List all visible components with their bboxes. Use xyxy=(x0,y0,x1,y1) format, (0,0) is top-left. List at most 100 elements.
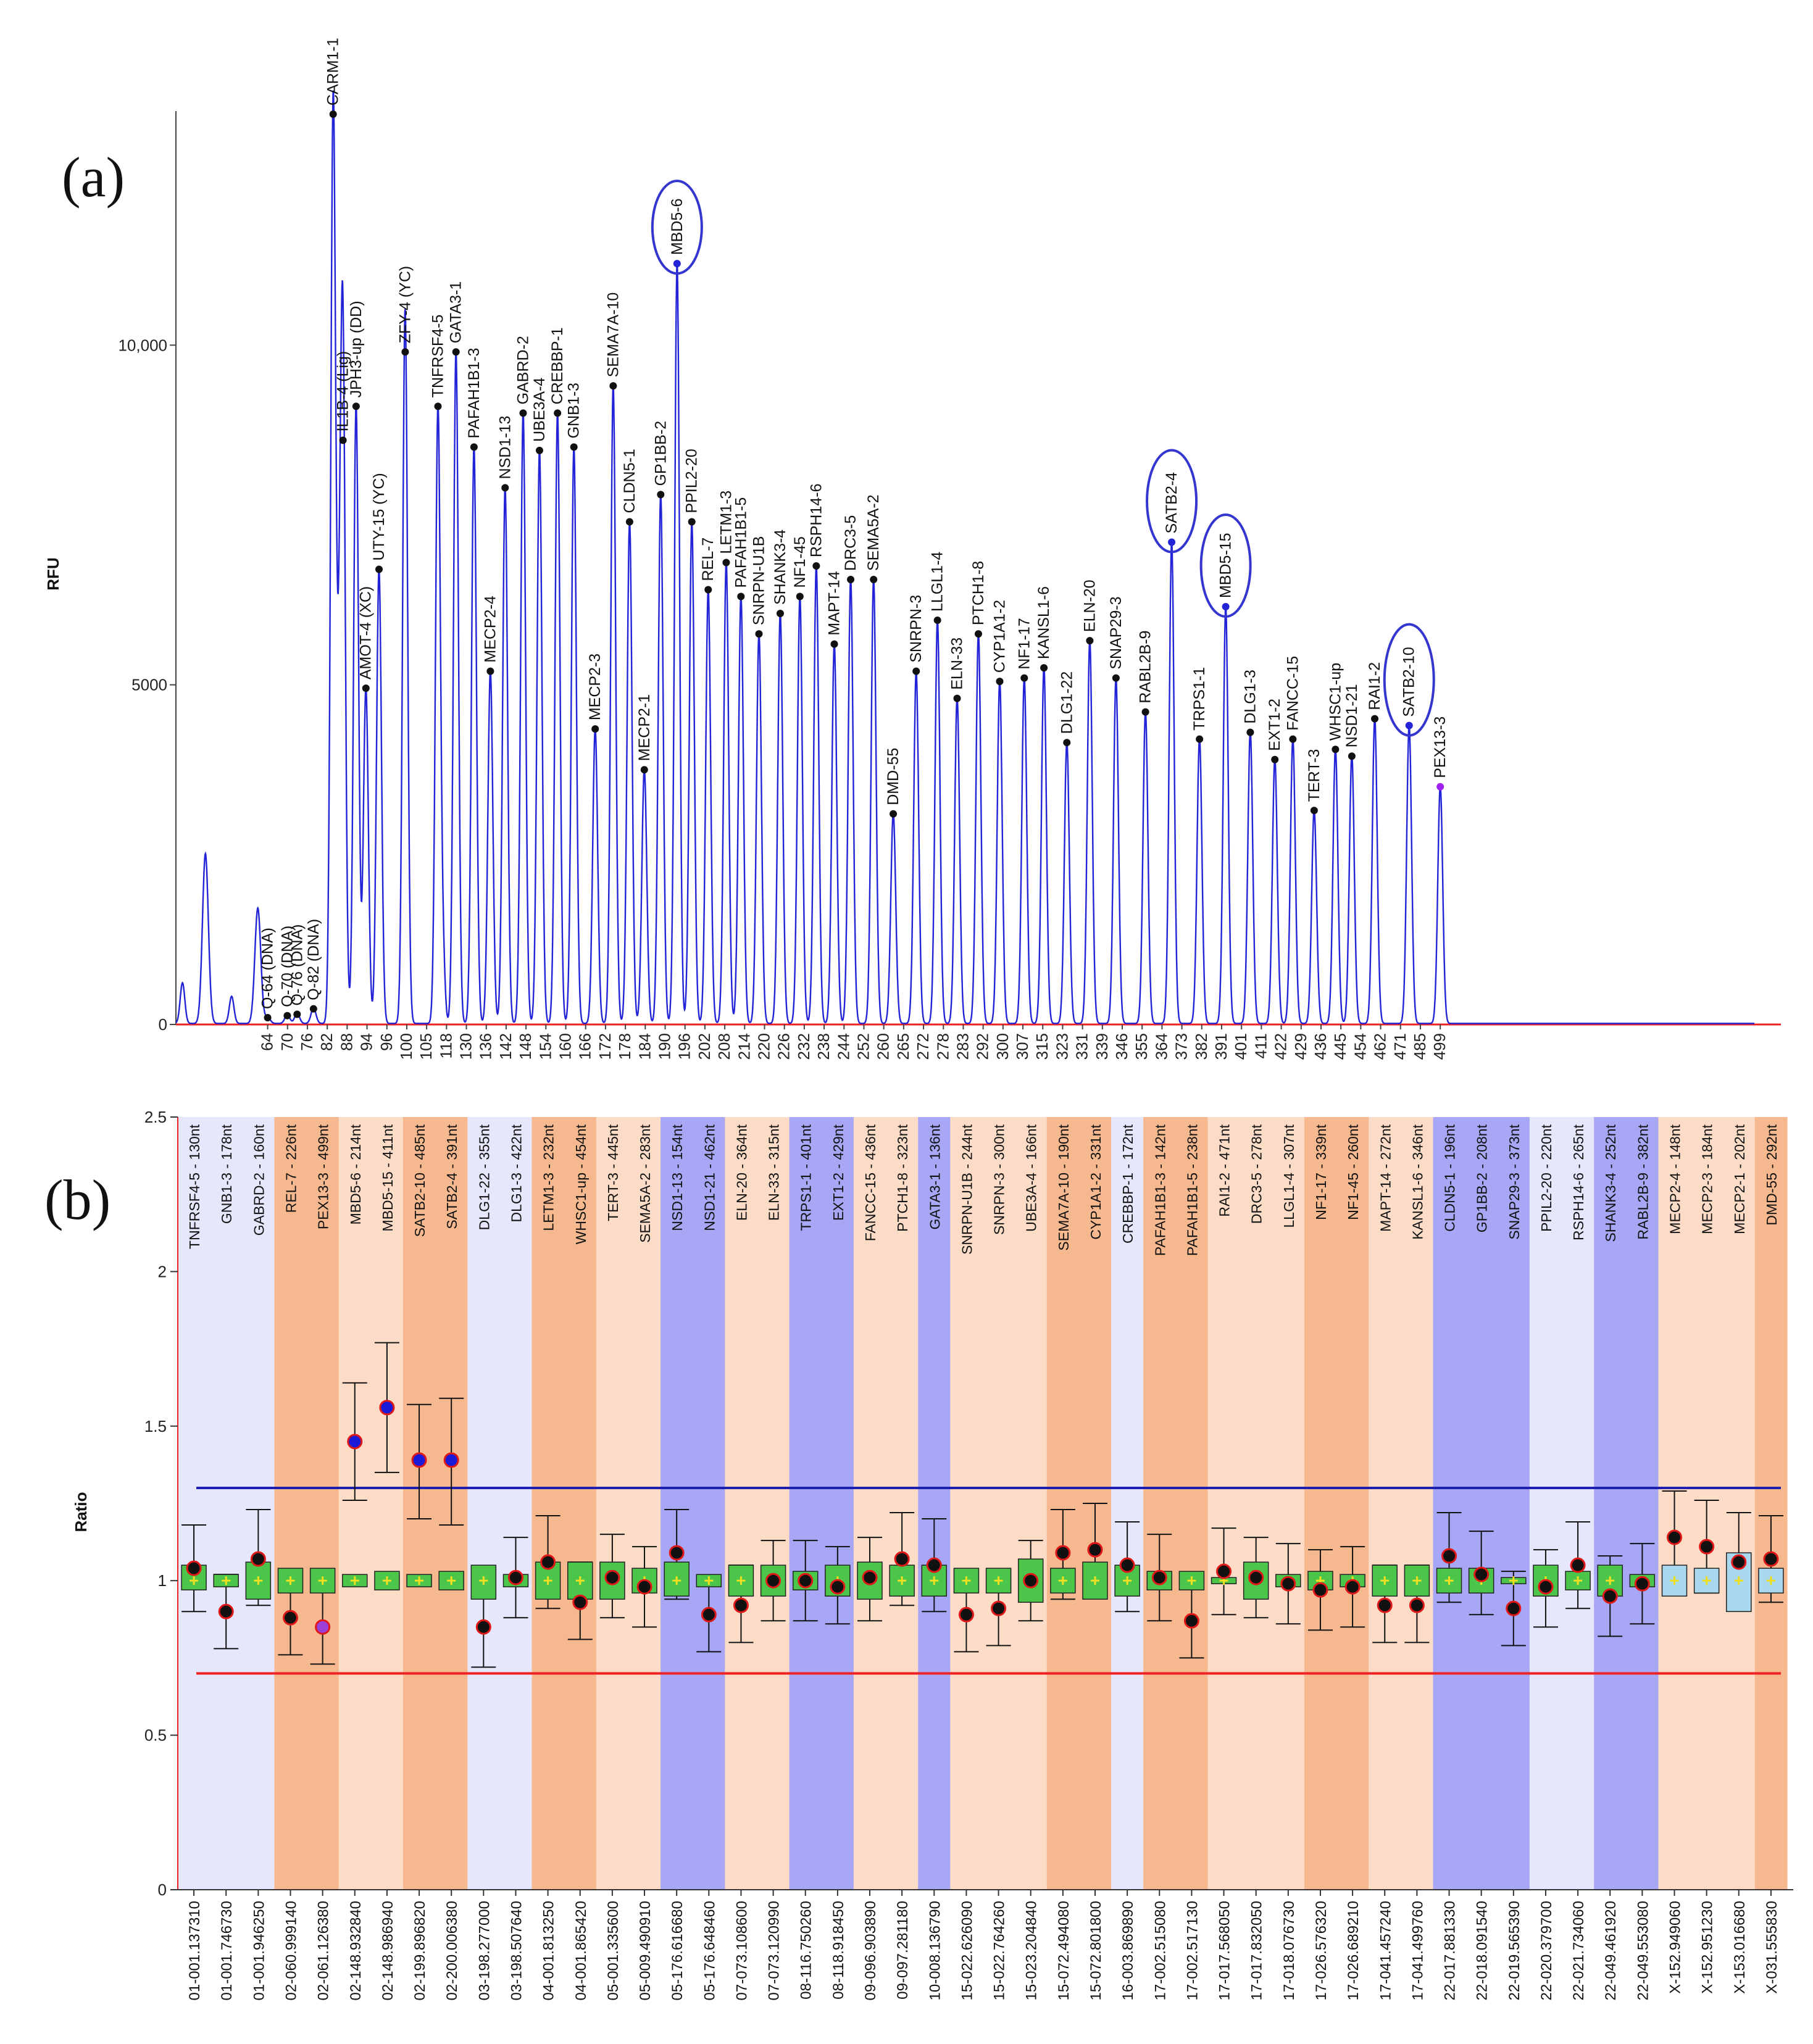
peak-label: GNB1-3 xyxy=(565,383,583,438)
x-tick-label: 17-026.689210 xyxy=(1345,1901,1362,2000)
probe-band xyxy=(757,1117,790,1890)
ratio-dot xyxy=(1216,1563,1232,1579)
x-tick-label: 202 xyxy=(695,1033,714,1060)
peak-label: EXT1-2 xyxy=(1266,699,1283,751)
probe-label: DRC3-5 - 278nt xyxy=(1249,1124,1265,1224)
probe-band xyxy=(1336,1117,1369,1890)
ratio-dot xyxy=(1119,1557,1135,1573)
probe-band xyxy=(661,1117,693,1890)
peak-label: CREBBP-1 xyxy=(549,327,566,404)
peak-marker xyxy=(375,565,383,573)
peak-marker xyxy=(309,1005,317,1013)
x-tick-label: 499 xyxy=(1430,1033,1449,1060)
ratio-dot xyxy=(1183,1613,1199,1629)
probe-band xyxy=(1175,1117,1209,1890)
peak-marker xyxy=(1086,637,1094,645)
probe-label: LLGL1-4 - 307nt xyxy=(1281,1124,1297,1228)
probe-label: RSPH14-6 - 265nt xyxy=(1570,1124,1586,1240)
probe-band xyxy=(1272,1117,1305,1890)
x-tick-label: 196 xyxy=(675,1033,694,1060)
peak-marker xyxy=(1348,752,1356,760)
panel-b-ratio-chart: 0 0.5 1 1.5 2 2.5 Ratio TNFRSF4-5 - 130nt 01-001… xyxy=(72,1108,1793,2000)
x-tick-label: 04-001.865420 xyxy=(573,1901,590,2000)
ratio-box xyxy=(309,1568,336,1593)
probe-label: LETM1-3 - 232nt xyxy=(541,1124,557,1231)
x-tick-label: 22-017.881330 xyxy=(1442,1901,1459,2000)
highlight-ellipse xyxy=(1146,449,1198,554)
peak-marker xyxy=(470,443,478,451)
peak-label: MECP2-4 xyxy=(481,596,499,662)
x-tick-label: 391 xyxy=(1212,1033,1230,1060)
probe-band xyxy=(564,1117,597,1890)
x-tick-label: X-031.555830 xyxy=(1764,1901,1780,1994)
peak-marker xyxy=(535,446,543,454)
x-tick-label: 331 xyxy=(1073,1033,1091,1060)
y-tick-label: 0 xyxy=(158,1880,167,1899)
probe-label: FANCC-15 - 436nt xyxy=(862,1124,878,1241)
probe-band xyxy=(725,1117,758,1890)
peak-marker xyxy=(329,110,337,118)
probe-band xyxy=(789,1117,822,1890)
x-tick-label: 160 xyxy=(556,1033,575,1060)
peak-label: PPIL2-20 xyxy=(683,449,701,513)
x-tick-label: 07-073.108600 xyxy=(733,1901,750,2000)
probe-label: MBD5-15 - 411nt xyxy=(380,1124,396,1231)
ratio-dot xyxy=(1763,1551,1779,1567)
peak-marker xyxy=(352,402,360,410)
peak-marker xyxy=(796,592,804,600)
peak-label: WHSC1-up xyxy=(1327,663,1344,741)
peak-marker xyxy=(847,576,855,584)
peak-label: GATA3-1 xyxy=(448,281,465,344)
ratio-dot xyxy=(1441,1548,1457,1564)
peak-marker xyxy=(1168,538,1176,546)
x-tick-label: 471 xyxy=(1391,1033,1409,1060)
probe-label: PAFAH1B1-3 - 142nt xyxy=(1152,1124,1168,1256)
probe-label: TERT-3 - 445nt xyxy=(605,1124,621,1221)
probe-label: WHSC1-up - 454nt xyxy=(573,1124,589,1244)
probe-label: PTCH1-8 - 323nt xyxy=(894,1124,911,1231)
x-tick-label: 278 xyxy=(933,1033,952,1060)
probe-band xyxy=(1529,1117,1562,1890)
x-tick-label: 346 xyxy=(1112,1033,1131,1060)
probe-band xyxy=(693,1117,725,1890)
x-tick-label: 09-097.281180 xyxy=(894,1901,911,2000)
x-tick-label: 136 xyxy=(477,1033,495,1060)
x-tick-label: 292 xyxy=(973,1033,992,1060)
x-tick-label: 17-018.076730 xyxy=(1281,1901,1298,2000)
peak-marker xyxy=(1141,708,1149,716)
probe-band xyxy=(1401,1117,1434,1890)
peak-marker xyxy=(673,260,681,268)
x-tick-label: 03-198.277000 xyxy=(476,1901,493,2000)
x-tick-label: 323 xyxy=(1052,1033,1071,1060)
peak-label: UTY-15 (YC) xyxy=(370,473,388,560)
panel-b-label: (b) xyxy=(44,1168,110,1231)
x-tick-label: 355 xyxy=(1132,1033,1151,1060)
ratio-dot xyxy=(1312,1582,1328,1598)
probe-label: SNRPN-3 - 300nt xyxy=(991,1124,1007,1235)
probe-band xyxy=(242,1117,275,1890)
panel-a-electropherogram: 0 5000 10,000 RFU 64 70 76 82 88 94 96 100 105 118 130… xyxy=(44,38,1781,1060)
x-tick-label: 15-023.204840 xyxy=(1023,1901,1040,2000)
x-tick-label: 238 xyxy=(814,1033,833,1060)
x-tick-label: 226 xyxy=(775,1033,793,1060)
peak-marker xyxy=(1246,728,1254,736)
peak-marker xyxy=(362,684,370,692)
peak-marker xyxy=(519,409,527,417)
peak-label: SEMA5A-2 xyxy=(865,494,882,571)
ratio-dot xyxy=(1344,1579,1361,1595)
peak-marker xyxy=(870,576,878,584)
x-tick-label: 166 xyxy=(576,1033,594,1060)
peak-label: PTCH1-8 xyxy=(970,561,987,625)
peak-marker xyxy=(1332,746,1340,754)
probe-label: CREBBP-1 - 172nt xyxy=(1120,1124,1136,1244)
x-tick-label: 09-096.903890 xyxy=(862,1901,879,2000)
x-tick-label: 15-022.626090 xyxy=(959,1901,975,2000)
ratio-dot xyxy=(798,1572,814,1589)
ratio-dot xyxy=(443,1452,459,1468)
peak-label: LLGL1-4 xyxy=(929,552,946,612)
x-tick-label: 15-022.764260 xyxy=(991,1901,1008,2000)
peak-label: SATB2-10 xyxy=(1401,647,1418,717)
probe-label: SATB2-10 - 485nt xyxy=(412,1124,428,1237)
x-tick-label: 17-017.832050 xyxy=(1249,1901,1265,2000)
x-tick-label: 364 xyxy=(1152,1033,1170,1060)
